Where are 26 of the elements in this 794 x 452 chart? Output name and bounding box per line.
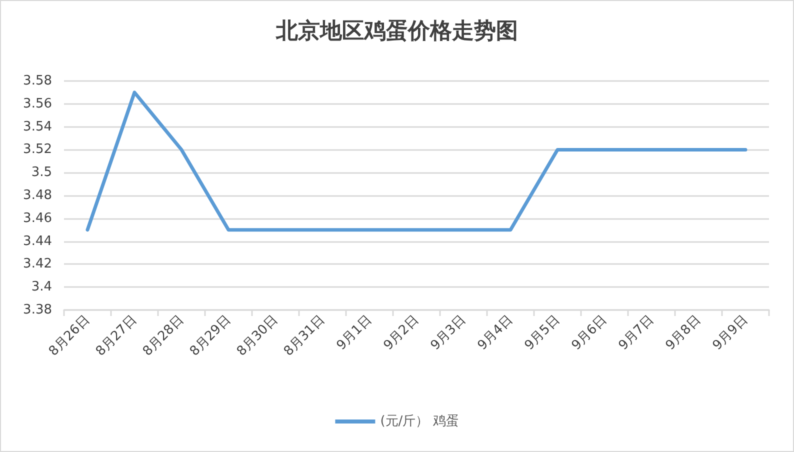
- x-tick-label: 9月3日: [428, 312, 469, 354]
- x-tick-label: 9月5日: [522, 312, 563, 354]
- x-tick-label: 8月30日: [234, 312, 281, 360]
- x-tick-label: 9月4日: [475, 312, 516, 354]
- y-tick-label: 3.46: [23, 210, 52, 226]
- x-tick-label: 9月7日: [616, 312, 657, 354]
- x-tick-label: 8月29日: [187, 312, 234, 360]
- x-tick-label: 8月31日: [281, 312, 328, 360]
- y-tick-label: 3.42: [23, 256, 52, 272]
- x-tick-label: 9月8日: [663, 312, 704, 354]
- x-tick-label: 9月2日: [381, 312, 422, 354]
- x-tick-label: 8月28日: [140, 312, 187, 360]
- x-tick-label: 9月9日: [710, 312, 751, 354]
- y-tick-label: 3.58: [23, 74, 52, 88]
- legend-label: (元/斤） 鸡蛋: [380, 414, 459, 429]
- y-tick-label: 3.44: [23, 234, 52, 249]
- x-tick-label: 8月27日: [93, 312, 140, 360]
- chart-title: 北京地区鸡蛋价格走势图: [275, 18, 518, 44]
- y-tick-label: 3.52: [23, 142, 52, 158]
- y-tick-label: 3.48: [23, 188, 52, 203]
- y-tick-label: 3.56: [23, 96, 52, 112]
- y-tick-label: 3.4: [31, 280, 52, 295]
- y-tick-label: 3.54: [23, 119, 52, 134]
- y-tick-label: 3.5: [31, 165, 52, 180]
- x-tick-label: 9月6日: [569, 312, 610, 354]
- x-tick-label: 9月1日: [334, 312, 375, 354]
